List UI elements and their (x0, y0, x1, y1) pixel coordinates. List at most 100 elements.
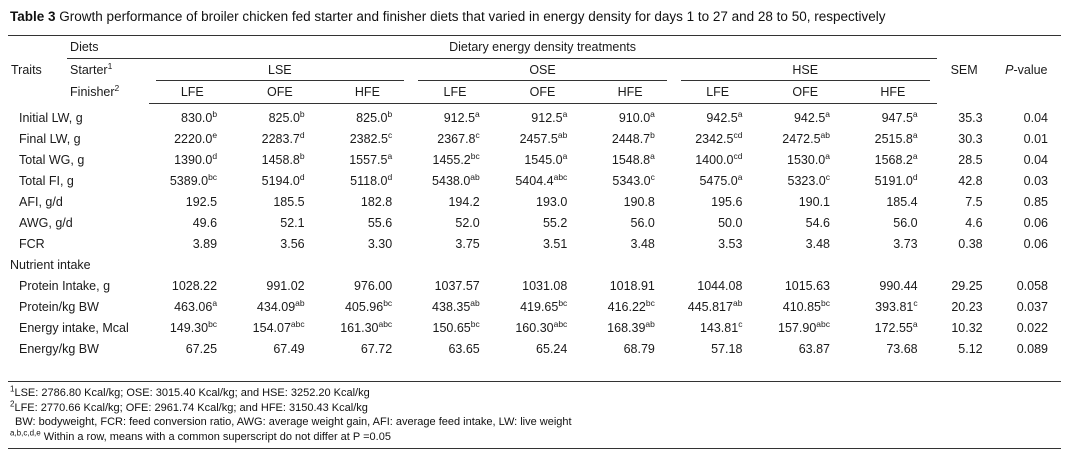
pvalue-cell: 0.022 (1016, 321, 1048, 335)
value-cell: 5389.0bc (169, 171, 218, 188)
value-cell: 2448.7b (611, 129, 655, 146)
value-cell: 1455.2bc (432, 150, 480, 167)
table-row: Protein/kg BW 463.06a 434.09ab 405.96bc 438.… (8, 297, 1061, 318)
value-cell: 1548.8a (611, 150, 655, 167)
value-cell: 67.72 (360, 342, 393, 356)
value-cell: 3.89 (192, 237, 218, 251)
value-cell: 2515.8a (874, 129, 918, 146)
header-row-starter: Starter1 LSE OSE HSE (8, 59, 1061, 82)
trait-label: Final LW, g (19, 132, 81, 146)
pvalue-cell: 0.06 (1023, 216, 1048, 230)
footnote-text: BW: bodyweight, FCR: feed conversion rat… (15, 416, 572, 428)
value-cell: 2382.5c (349, 129, 393, 146)
table-row: FCR 3.89 3.56 3.30 3.75 3.51 3.48 3.53 3.48 3.73 0… (8, 234, 1061, 255)
value-cell: 68.79 (623, 342, 655, 356)
value-cell: 2367.8c (437, 129, 480, 146)
value-cell: 1044.08 (697, 279, 743, 293)
header-pvalue: P-value (992, 36, 1061, 104)
header-group-lse: LSE (149, 59, 412, 82)
header-pvalue-rest: -value (1013, 62, 1048, 77)
sem-cell: 42.8 (958, 174, 983, 188)
trait-label: Energy/kg BW (19, 342, 99, 356)
header-row-diets: Traits Diets Dietary energy density trea… (8, 35, 1061, 77)
value-cell: 57.18 (711, 342, 743, 356)
sem-cell: 10.32 (951, 321, 983, 335)
value-cell: 63.65 (448, 342, 480, 356)
value-cell: 942.5a (793, 108, 830, 125)
table-caption-text: Growth performance of broiler chicken fe… (59, 9, 886, 24)
value-cell: 976.00 (353, 279, 393, 293)
footnote-text: LSE: 2786.80 Kcal/kg; OSE: 3015.40 Kcal/… (14, 387, 370, 399)
value-cell: 3.56 (280, 237, 305, 251)
footnote-sup: 1 (10, 384, 15, 394)
table-row: Energy/kg BW 67.25 67.49 67.72 63.65 65.24 68.… (8, 339, 1061, 382)
footnote-sup: 2 (10, 398, 15, 408)
table-header: Traits Diets Dietary energy density trea… (8, 35, 1061, 104)
value-cell: 5438.0ab (432, 171, 480, 188)
header-pvalue-italic: P (1005, 62, 1014, 77)
header-finisher-col-6: HFE (586, 81, 674, 104)
value-cell: 1031.08 (522, 279, 568, 293)
value-cell: 463.06a (174, 297, 218, 314)
sem-cell: 0.38 (958, 237, 983, 251)
sem-cell: 28.5 (958, 153, 983, 167)
value-cell: 52.1 (280, 216, 305, 230)
value-cell: 190.8 (623, 195, 655, 209)
pvalue-cell: 0.037 (1016, 300, 1048, 314)
value-cell: 50.0 (718, 216, 743, 230)
sem-cell: 35.3 (958, 110, 983, 125)
pvalue-cell: 0.85 (1023, 195, 1048, 209)
table-row: Total FI, g 5389.0bc 5194.0d 5118.0d 5438.0a… (8, 171, 1061, 192)
value-cell: 5194.0d (261, 171, 305, 188)
trait-label: Initial LW, g (19, 110, 83, 125)
value-cell: 52.0 (455, 216, 480, 230)
value-cell: 185.5 (273, 195, 305, 209)
value-cell: 1037.57 (434, 279, 480, 293)
value-cell: 73.68 (886, 342, 918, 356)
header-treatments: Dietary energy density treatments (148, 35, 937, 59)
value-cell: 5191.0d (874, 171, 918, 188)
table-row: Protein Intake, g 1028.22 991.02 976.00 1037… (8, 276, 1061, 297)
value-cell: 3.73 (893, 237, 918, 251)
value-cell: 54.6 (805, 216, 830, 230)
header-finisher-col-4: LFE (411, 81, 499, 104)
footnote-superscripts: a,b,c,d,e Within a row, means with a com… (10, 427, 1061, 445)
footnote-finisher-energy: 2LFE: 2770.66 Kcal/kg; OFE: 2961.74 Kcal… (10, 398, 1061, 416)
value-cell: 5118.0d (350, 171, 393, 188)
value-cell: 393.81c (875, 297, 918, 314)
table-caption-label: Table 3 (10, 9, 56, 24)
value-cell: 1390.0d (174, 150, 218, 167)
value-cell: 1400.0cd (695, 150, 743, 167)
table-row: Final LW, g 2220.0e 2283.7d 2382.5c 2367.8c 2… (8, 129, 1061, 150)
value-cell: 947.5a (881, 108, 918, 125)
pvalue-cell: 0.01 (1023, 132, 1048, 146)
pvalue-cell: 0.04 (1023, 153, 1048, 167)
pvalue-cell: 0.03 (1023, 174, 1048, 188)
sem-cell: 29.25 (951, 279, 983, 293)
value-cell: 192.5 (185, 195, 218, 209)
sem-cell: 7.5 (965, 195, 983, 209)
value-cell: 67.25 (185, 342, 218, 356)
value-cell: 1458.8b (261, 150, 305, 167)
value-cell: 3.48 (805, 237, 830, 251)
value-cell: 419.65bc (520, 297, 568, 314)
value-cell: 150.65bc (432, 318, 480, 335)
value-cell: 168.39ab (607, 318, 655, 335)
table-row: Energy intake, Mcal 149.30bc 154.07abc 161.… (8, 318, 1061, 339)
pvalue-cell: 0.06 (1023, 237, 1048, 251)
header-row-finisher: Finisher2 LFE OFE HFE LFE OFE HFE LFE OF… (8, 81, 1061, 104)
trait-label: Total WG, g (19, 153, 85, 167)
table-row: AFI, g/d 192.5 185.5 182.8 194.2 193.0 190.8 19… (8, 192, 1061, 213)
value-cell: 991.02 (266, 279, 305, 293)
trait-label: FCR (19, 237, 45, 251)
value-cell: 154.07abc (252, 318, 305, 335)
value-cell: 56.0 (630, 216, 655, 230)
growth-performance-table: Traits Diets Dietary energy density trea… (8, 35, 1061, 382)
header-traits: Traits (11, 62, 42, 77)
value-cell: 3.53 (718, 237, 743, 251)
footnote-sup: a,b,c,d,e (10, 427, 41, 437)
value-cell: 1557.5a (349, 150, 393, 167)
sem-cell: 20.23 (951, 300, 983, 314)
pvalue-cell: 0.058 (1016, 279, 1048, 293)
paper-table-page: Table 3 Growth performance of broiler ch… (8, 9, 1061, 449)
